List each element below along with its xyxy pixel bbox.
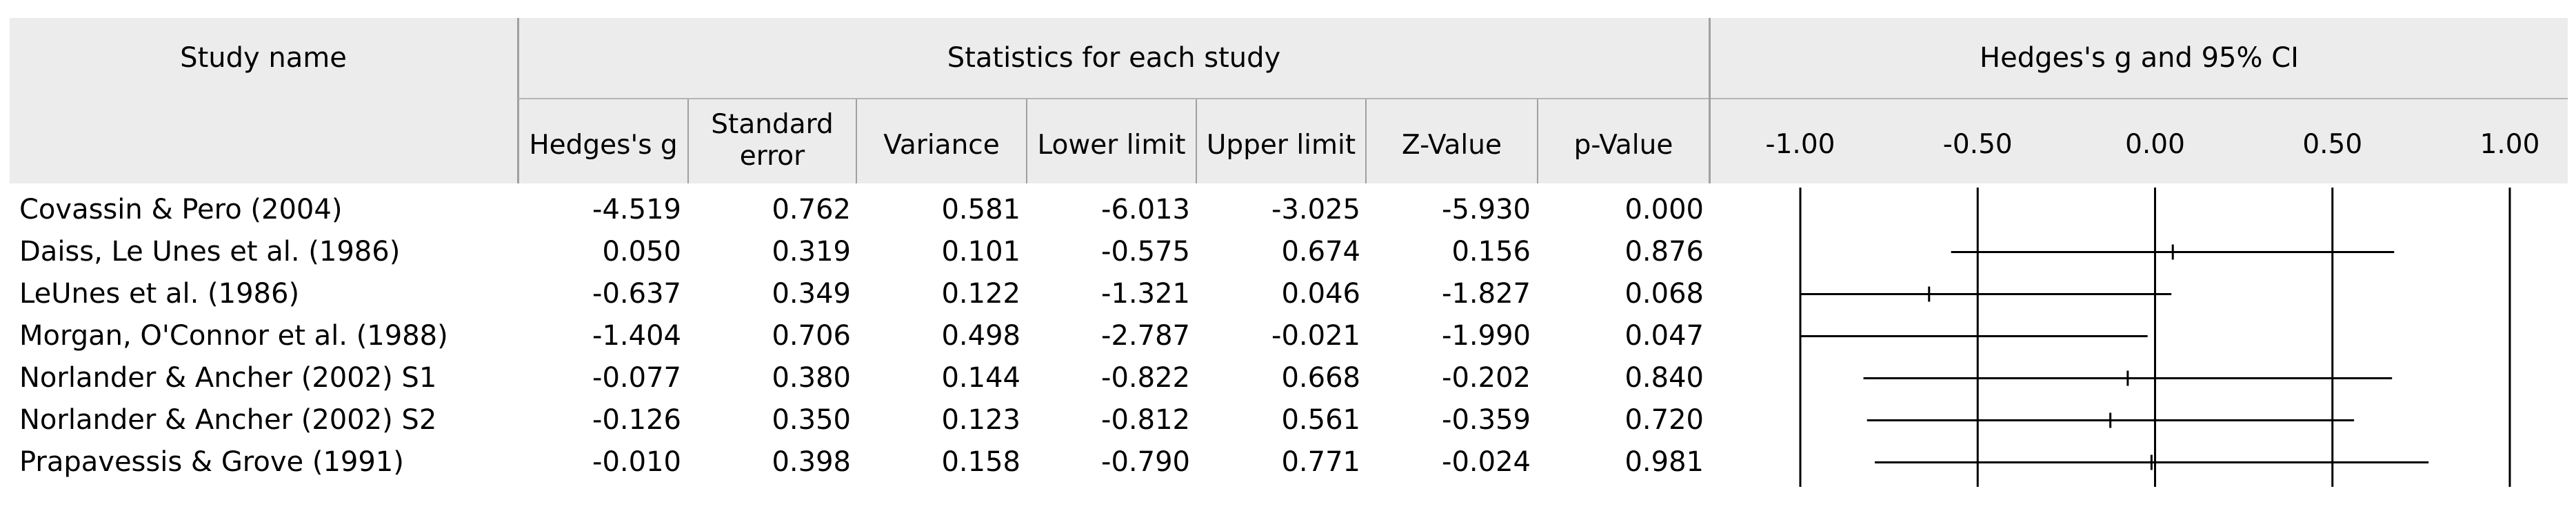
header-group-underline xyxy=(519,98,1709,99)
x-tick-label: 1.00 xyxy=(2480,129,2540,160)
lower-limit-cell: -6.013 xyxy=(1101,194,1190,226)
z-value-cell: 0.156 xyxy=(1451,236,1531,268)
std-error-cell: 0.380 xyxy=(772,362,851,394)
upper-limit-cell: -3.025 xyxy=(1271,194,1360,226)
lower-limit-cell: -0.812 xyxy=(1101,404,1190,436)
variance-cell: 0.158 xyxy=(941,446,1020,478)
z-value-cell: -0.024 xyxy=(1442,446,1531,478)
lower-limit-cell: -0.790 xyxy=(1101,446,1190,478)
upper-limit-cell: 0.668 xyxy=(1281,362,1360,394)
upper-limit-cell: 0.771 xyxy=(1281,446,1360,478)
p-value-cell: 0.000 xyxy=(1624,194,1704,226)
z-value-cell: -1.827 xyxy=(1442,278,1531,310)
plot-group-header: Hedges's g and 95% CI xyxy=(1980,42,2299,74)
x-tick-label: -1.00 xyxy=(1766,129,1835,160)
variance-cell: 0.123 xyxy=(941,404,1020,436)
variance-column-header: Variance xyxy=(883,130,1000,161)
p-value-column-header: p-Value xyxy=(1573,130,1673,161)
column-divider xyxy=(1365,99,1367,183)
header-divider-name xyxy=(517,18,519,183)
header-divider-plot xyxy=(1709,18,1711,183)
p-value-cell: 0.840 xyxy=(1624,362,1704,394)
z-value-cell: -5.930 xyxy=(1442,194,1531,226)
x-tick-label: -0.50 xyxy=(1943,129,2013,160)
variance-cell: 0.101 xyxy=(941,236,1020,268)
z-value-cell: -1.990 xyxy=(1442,320,1531,352)
lower-limit-cell: -0.575 xyxy=(1101,236,1190,268)
variance-cell: 0.498 xyxy=(941,320,1020,352)
column-divider xyxy=(856,99,857,183)
p-value-cell: 0.876 xyxy=(1624,236,1704,268)
z-value-column-header: Z-Value xyxy=(1402,130,1502,161)
x-tick-label: 0.50 xyxy=(2302,129,2362,160)
study-name-cell: LeUnes et al. (1986) xyxy=(19,278,300,310)
std-error-cell: 0.762 xyxy=(772,194,851,226)
study-name-header: Study name xyxy=(180,42,347,74)
upper-limit-cell: 0.046 xyxy=(1281,278,1360,310)
lower-limit-cell: -0.822 xyxy=(1101,362,1190,394)
z-value-cell: -0.202 xyxy=(1442,362,1531,394)
hedges-g-column-header: Hedges's g xyxy=(529,130,678,161)
variance-cell: 0.144 xyxy=(941,362,1020,394)
lower-limit-cell: -2.787 xyxy=(1101,320,1190,352)
std-error-column-header: Standard error xyxy=(689,109,856,172)
column-divider xyxy=(1196,99,1197,183)
upper-limit-cell: 0.674 xyxy=(1281,236,1360,268)
std-error-cell: 0.706 xyxy=(772,320,851,352)
hedges-g-cell: -0.077 xyxy=(592,362,681,394)
hedges-g-cell: -1.404 xyxy=(592,320,681,352)
study-name-cell: Norlander & Ancher (2002) S2 xyxy=(19,404,437,436)
std-error-cell: 0.349 xyxy=(772,278,851,310)
p-value-cell: 0.068 xyxy=(1624,278,1704,310)
upper-limit-cell: 0.561 xyxy=(1281,404,1360,436)
hedges-g-cell: -0.126 xyxy=(592,404,681,436)
p-value-cell: 0.981 xyxy=(1624,446,1704,478)
statistics-group-header: Statistics for each study xyxy=(947,42,1281,74)
p-value-cell: 0.720 xyxy=(1624,404,1704,436)
hedges-g-cell: -0.637 xyxy=(592,278,681,310)
upper-limit-column-header: Upper limit xyxy=(1206,130,1356,161)
column-divider xyxy=(1537,99,1538,183)
lower-limit-cell: -1.321 xyxy=(1101,278,1190,310)
std-error-header-line2: error xyxy=(739,141,805,172)
upper-limit-cell: -0.021 xyxy=(1271,320,1360,352)
study-name-cell: Covassin & Pero (2004) xyxy=(19,194,343,226)
std-error-cell: 0.350 xyxy=(772,404,851,436)
column-divider xyxy=(687,99,689,183)
header-group-underline-plot xyxy=(1711,98,2568,99)
header-background xyxy=(10,18,2568,183)
hedges-g-cell: -0.010 xyxy=(592,446,681,478)
hedges-g-cell: 0.050 xyxy=(602,236,681,268)
x-tick-label: 0.00 xyxy=(2125,129,2185,160)
study-name-cell: Prapavessis & Grove (1991) xyxy=(19,446,404,478)
study-name-cell: Morgan, O'Connor et al. (1988) xyxy=(19,320,448,352)
z-value-cell: -0.359 xyxy=(1442,404,1531,436)
study-name-cell: Daiss, Le Unes et al. (1986) xyxy=(19,236,401,268)
column-divider xyxy=(1026,99,1027,183)
std-error-cell: 0.319 xyxy=(772,236,851,268)
hedges-g-cell: -4.519 xyxy=(592,194,681,226)
p-value-cell: 0.047 xyxy=(1624,320,1704,352)
study-name-cell: Norlander & Ancher (2002) S1 xyxy=(19,362,437,394)
variance-cell: 0.581 xyxy=(941,194,1020,226)
std-error-cell: 0.398 xyxy=(772,446,851,478)
variance-cell: 0.122 xyxy=(941,278,1020,310)
lower-limit-column-header: Lower limit xyxy=(1037,130,1186,161)
std-error-header-line1: Standard xyxy=(711,109,834,140)
